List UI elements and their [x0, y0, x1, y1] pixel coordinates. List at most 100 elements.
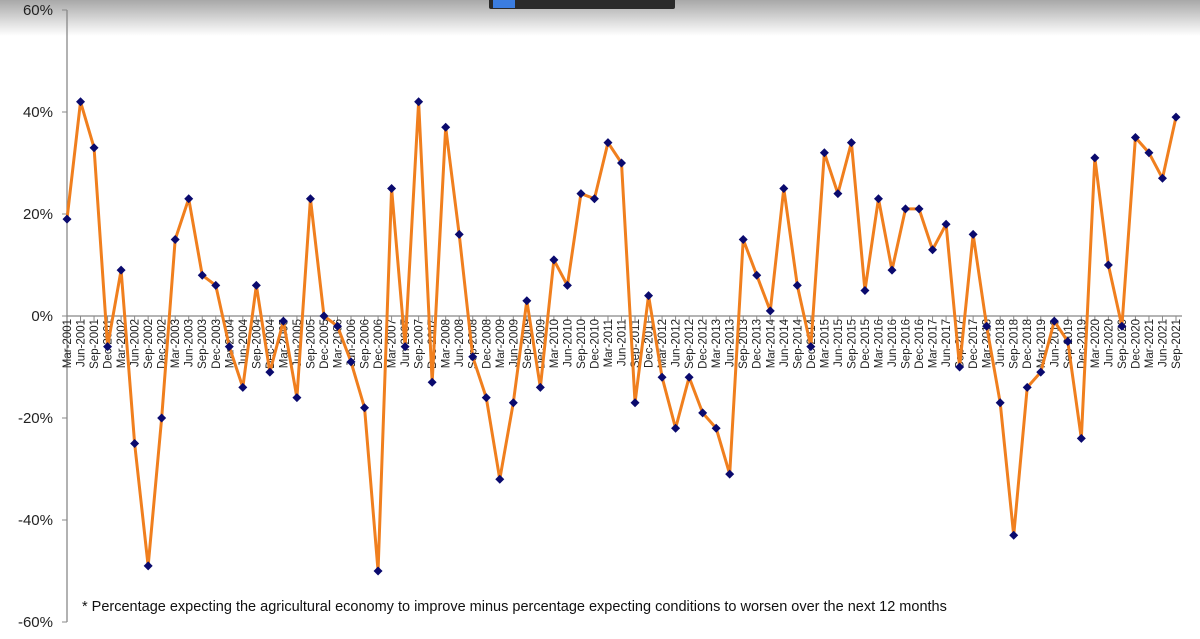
y-tick-label: 60%: [23, 2, 53, 19]
data-point: [481, 393, 491, 403]
x-tick-label: Dec-2013: [752, 319, 764, 369]
data-point: [305, 194, 315, 204]
x-tick-label: Jun-2019: [1049, 319, 1061, 367]
data-point: [400, 342, 410, 352]
x-tick-label: Dec-2005: [319, 319, 331, 369]
data-point: [738, 235, 748, 244]
data-point: [76, 97, 86, 107]
data-point: [779, 184, 789, 193]
x-tick-label: Sep-2014: [792, 318, 804, 368]
x-tick-label: Mar-2013: [711, 319, 723, 368]
data-point: [211, 280, 221, 290]
x-tick-label: Sep-2018: [1009, 319, 1021, 369]
data-point: [995, 398, 1005, 408]
data-point: [184, 194, 194, 204]
data-point: [644, 291, 654, 301]
data-point: [346, 357, 356, 367]
data-point: [549, 255, 559, 265]
x-tick-label: Jun-2003: [184, 319, 196, 367]
data-point: [887, 265, 897, 275]
x-tick-label: Jun-2016: [887, 319, 899, 367]
data-point: [833, 189, 843, 199]
x-tick-label: Mar-2019: [1036, 319, 1048, 368]
data-point: [576, 189, 586, 199]
data-point: [1144, 148, 1154, 158]
data-point: [630, 398, 640, 408]
data-point: [373, 566, 383, 576]
x-tick-label: Sep-2002: [143, 319, 155, 369]
data-point: [860, 286, 870, 295]
data-point: [522, 296, 532, 306]
data-point: [319, 311, 329, 321]
data-point: [1063, 337, 1073, 346]
data-point: [873, 194, 883, 204]
x-axis: Mar-2001Jun-2001Sep-2001Dec-2001Mar-2002…: [62, 315, 1183, 369]
data-point: [1117, 321, 1127, 331]
y-tick-label: 0%: [31, 308, 53, 325]
y-tick-label: -20%: [18, 410, 53, 427]
x-tick-label: Sep-2012: [684, 319, 696, 369]
data-point: [684, 372, 694, 382]
data-point: [292, 393, 302, 403]
data-point: [752, 270, 762, 280]
x-tick-label: Mar-2016: [873, 319, 885, 368]
data-point: [535, 382, 545, 392]
x-tick-label: Dec-2020: [1130, 319, 1142, 369]
x-tick-label: Jun-2018: [995, 319, 1007, 367]
x-tick-label: Dec-2016: [914, 319, 926, 369]
x-tick-label: Mar-2011: [603, 319, 615, 367]
x-tick-label: Sep-2001: [89, 319, 101, 369]
data-point: [914, 204, 924, 214]
data-point: [414, 97, 424, 107]
data-point: [468, 352, 478, 362]
app-icon: [493, 0, 515, 8]
data-point: [495, 474, 505, 484]
data-point: [982, 321, 992, 331]
y-axis: 60% 40% 20% 0% -20% -40% -60%: [18, 2, 68, 631]
data-point: [251, 280, 261, 290]
data-point: [265, 367, 275, 377]
footnote: * Percentage expecting the agricultural …: [82, 599, 947, 615]
y-tick-label: -40%: [18, 512, 53, 529]
x-tick-label: Dec-2006: [373, 319, 385, 369]
x-tick-label: Mar-2008: [441, 319, 453, 368]
x-tick-label: Sep-2016: [901, 319, 913, 369]
data-point: [1090, 153, 1100, 163]
data-point: [157, 413, 167, 423]
data-point: [278, 316, 288, 326]
data-point: [792, 280, 802, 290]
data-point: [1049, 316, 1059, 326]
x-tick-label: Mar-2003: [170, 319, 182, 368]
data-point: [360, 403, 370, 413]
x-tick-label: Jun-2017: [941, 319, 953, 367]
data-point: [562, 280, 572, 290]
data-point: [928, 245, 938, 255]
data-point: [725, 469, 735, 479]
y-tick-label: 20%: [23, 206, 53, 223]
x-tick-label: Sep-2005: [305, 319, 317, 369]
x-tick-label: Sep-2015: [846, 319, 858, 369]
data-point: [603, 138, 613, 148]
x-tick-label: Sep-2004: [251, 318, 263, 368]
data-point: [698, 408, 708, 418]
series: [62, 97, 1181, 576]
data-point: [1103, 260, 1113, 270]
x-tick-label: Sep-2021: [1171, 319, 1183, 369]
data-point: [1009, 530, 1019, 540]
x-tick-label: Dec-2003: [211, 319, 223, 369]
data-point: [819, 148, 829, 158]
x-tick-label: Dec-2012: [698, 319, 710, 369]
x-tick-label: Dec-2018: [1022, 319, 1034, 369]
x-tick-label: Mar-2015: [819, 319, 831, 368]
x-tick-label: Sep-2003: [197, 319, 209, 369]
data-point: [765, 306, 775, 316]
x-tick-label: Dec-2017: [968, 319, 980, 369]
data-point: [589, 194, 599, 204]
x-tick-label: Mar-2001: [62, 319, 74, 368]
data-point: [617, 158, 626, 168]
x-tick-label: Jun-2021: [1157, 319, 1169, 367]
data-point: [1076, 433, 1086, 443]
data-point: [508, 398, 518, 408]
data-point: [197, 270, 207, 280]
